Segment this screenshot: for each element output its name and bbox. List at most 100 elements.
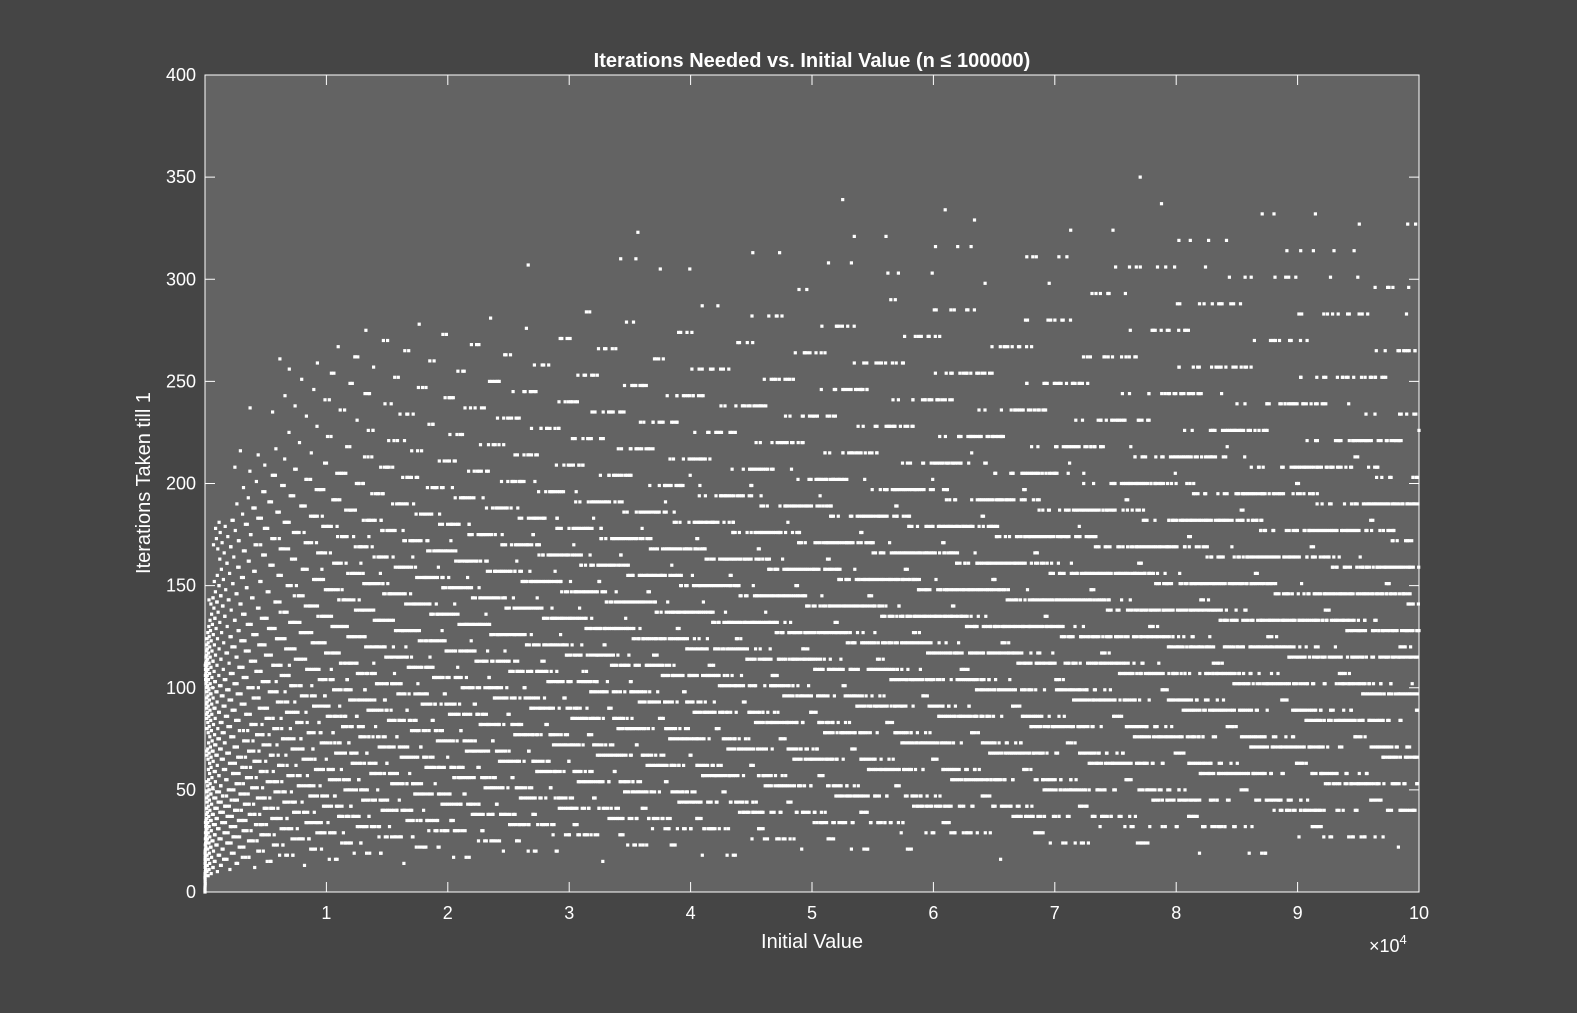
data-point bbox=[293, 710, 298, 714]
data-point bbox=[374, 645, 378, 649]
data-point bbox=[235, 782, 239, 786]
data-point bbox=[429, 665, 433, 669]
data-point bbox=[866, 667, 870, 671]
data-point bbox=[295, 720, 299, 725]
data-point bbox=[527, 643, 531, 647]
data-point bbox=[508, 812, 512, 816]
data-point bbox=[485, 569, 489, 573]
data-point bbox=[743, 620, 747, 624]
data-point bbox=[377, 682, 381, 686]
data-point bbox=[215, 870, 219, 874]
data-point bbox=[655, 637, 659, 641]
data-point bbox=[382, 465, 386, 469]
data-point bbox=[831, 720, 835, 725]
data-point bbox=[292, 710, 296, 714]
data-point bbox=[315, 361, 319, 365]
data-point bbox=[434, 602, 438, 606]
data-point bbox=[352, 508, 356, 512]
data-point bbox=[861, 731, 865, 735]
data-point bbox=[387, 465, 391, 469]
data-point bbox=[385, 682, 389, 686]
data-point bbox=[273, 790, 277, 794]
data-point bbox=[541, 769, 545, 774]
data-point bbox=[473, 596, 477, 600]
data-point bbox=[669, 483, 673, 488]
data-point bbox=[733, 737, 737, 741]
data-point bbox=[415, 575, 419, 580]
data-point bbox=[741, 467, 745, 471]
data-point bbox=[495, 416, 500, 420]
data-point bbox=[775, 684, 779, 688]
data-point bbox=[206, 667, 210, 671]
data-point bbox=[590, 373, 594, 377]
data-point bbox=[771, 594, 775, 598]
data-point bbox=[245, 622, 249, 626]
data-point bbox=[531, 733, 535, 737]
data-point bbox=[509, 569, 513, 573]
data-point bbox=[683, 610, 687, 614]
data-point bbox=[319, 731, 323, 735]
data-point bbox=[753, 810, 757, 814]
data-point bbox=[787, 657, 791, 661]
data-point bbox=[230, 814, 234, 818]
data-point bbox=[467, 522, 471, 526]
data-point bbox=[616, 447, 620, 451]
data-point bbox=[211, 849, 216, 853]
data-point bbox=[807, 810, 811, 814]
data-point bbox=[331, 778, 335, 782]
data-point bbox=[711, 827, 715, 831]
data-point bbox=[406, 412, 410, 416]
data-point bbox=[340, 804, 344, 808]
data-point bbox=[699, 816, 703, 821]
data-point bbox=[241, 729, 245, 733]
data-point bbox=[401, 502, 405, 506]
data-point bbox=[716, 520, 720, 524]
data-point bbox=[463, 559, 467, 563]
data-point bbox=[856, 387, 860, 392]
data-point bbox=[786, 377, 790, 381]
data-point bbox=[373, 798, 377, 802]
data-point bbox=[723, 790, 727, 794]
data-point bbox=[387, 528, 391, 533]
data-point bbox=[717, 684, 721, 688]
data-point bbox=[423, 512, 427, 516]
data-point bbox=[423, 692, 428, 696]
data-point bbox=[821, 504, 825, 508]
data-point bbox=[391, 555, 395, 559]
data-point bbox=[634, 790, 638, 794]
data-point bbox=[707, 673, 711, 678]
data-point bbox=[695, 673, 699, 678]
data-point bbox=[823, 604, 827, 608]
data-point bbox=[233, 761, 237, 765]
data-point bbox=[373, 825, 377, 829]
data-point bbox=[205, 653, 209, 657]
data-point bbox=[453, 829, 457, 833]
data-point bbox=[649, 763, 653, 767]
data-point bbox=[619, 626, 623, 631]
data-point bbox=[225, 857, 229, 861]
data-point bbox=[587, 526, 591, 530]
data-point bbox=[483, 686, 487, 690]
data-point bbox=[443, 612, 447, 616]
data-point bbox=[808, 351, 812, 355]
data-point bbox=[672, 663, 676, 667]
data-point bbox=[657, 716, 662, 720]
data-point bbox=[649, 537, 653, 541]
data-point bbox=[214, 796, 218, 800]
data-point bbox=[651, 816, 655, 821]
data-point bbox=[501, 569, 505, 573]
data-point bbox=[613, 563, 617, 567]
data-point bbox=[209, 718, 213, 722]
data-point bbox=[729, 800, 733, 804]
data-point bbox=[499, 696, 503, 700]
data-point bbox=[359, 761, 363, 765]
data-point bbox=[713, 673, 717, 678]
data-point bbox=[407, 565, 411, 569]
data-point bbox=[399, 592, 403, 596]
data-point bbox=[871, 667, 875, 671]
data-point bbox=[663, 500, 668, 504]
data-point bbox=[349, 571, 353, 575]
data-point bbox=[517, 722, 521, 727]
data-point bbox=[675, 420, 679, 424]
data-point bbox=[749, 763, 753, 767]
